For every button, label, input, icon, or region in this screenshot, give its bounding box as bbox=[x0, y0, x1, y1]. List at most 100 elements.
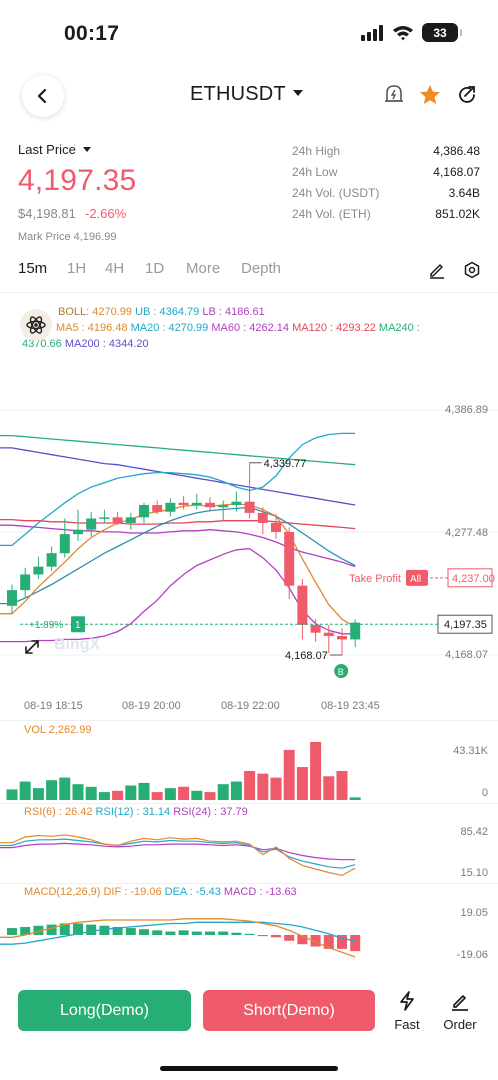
volume-bar bbox=[72, 784, 84, 800]
symbol-dropdown-caret-icon[interactable] bbox=[293, 90, 303, 96]
candle bbox=[99, 517, 110, 519]
macd-hist-bar bbox=[139, 929, 149, 935]
volume-bar bbox=[191, 790, 203, 800]
tab-4h[interactable]: 4H bbox=[105, 260, 125, 277]
candle bbox=[73, 529, 83, 535]
price-chart[interactable]: Take Profit All 4,237.00 +1.89% 1 4,197.35 4,3… bbox=[0, 370, 498, 720]
order-button[interactable]: Order bbox=[440, 991, 480, 1035]
tab-1d[interactable]: 1D bbox=[145, 260, 165, 277]
rsi12-line bbox=[0, 838, 356, 869]
expand-icon[interactable] bbox=[25, 640, 39, 654]
price-type-caret-icon[interactable] bbox=[83, 147, 91, 152]
high-marker: 4,339.77 bbox=[264, 458, 307, 470]
volume-bar bbox=[6, 789, 18, 800]
ma120-line bbox=[0, 518, 356, 530]
volume-label: VOL 2,262.99 bbox=[24, 724, 92, 736]
take-profit-all-badge bbox=[406, 569, 428, 586]
symbol-title[interactable]: ETHUSDT bbox=[190, 83, 286, 105]
buy-marker: B bbox=[338, 667, 344, 677]
draw-tool-icon[interactable] bbox=[428, 261, 446, 279]
divider bbox=[0, 883, 498, 884]
macd-chart bbox=[0, 918, 361, 958]
ticker-section: Last Price 4,197.35 $4,198.81 -2.66% Mar… bbox=[0, 140, 498, 250]
macd-hist-bar bbox=[178, 930, 189, 935]
volume-bar bbox=[230, 781, 242, 800]
candle bbox=[165, 502, 176, 512]
ticker-stats: 24h High 4,386.48 24h Low 4,168.07 24h Vol… bbox=[292, 144, 480, 228]
candle bbox=[33, 566, 44, 575]
last-price-label[interactable]: Last Price bbox=[18, 142, 76, 157]
rsi-label: RSI(6) : 26.42 RSI(12) : 31.14 RSI(24) :… bbox=[24, 806, 248, 818]
macd-hist-bar bbox=[257, 935, 268, 937]
candle bbox=[205, 502, 215, 508]
candle bbox=[7, 590, 17, 606]
candle bbox=[244, 501, 255, 513]
ma-legend-continued: 4370.66 MA200 : 4344.20 bbox=[22, 337, 149, 351]
macd-hist-bar bbox=[337, 935, 347, 949]
current-price-tag-box bbox=[437, 614, 493, 634]
share-button[interactable] bbox=[454, 82, 480, 108]
legend-item: RSI(6) : 26.42 bbox=[24, 806, 93, 818]
volume-bar bbox=[125, 785, 137, 800]
chart-settings-icon[interactable] bbox=[463, 261, 481, 279]
position-qty: 1 bbox=[75, 620, 81, 631]
position-pnl: +1.89% bbox=[29, 620, 63, 631]
macd-hist-bar bbox=[112, 926, 123, 935]
last-price: 4,197.35 bbox=[18, 164, 137, 197]
candle bbox=[139, 505, 149, 518]
tab-15m[interactable]: 15m bbox=[18, 260, 48, 277]
take-profit-price: 4,237.00 bbox=[452, 573, 495, 585]
volume-bar bbox=[98, 792, 110, 800]
macd-hist-bar bbox=[310, 935, 321, 947]
macd-hist-bar bbox=[244, 933, 255, 935]
short-button[interactable]: Short(Demo) bbox=[203, 990, 375, 1031]
volume-bar bbox=[112, 790, 124, 800]
status-time: 00:17 bbox=[64, 22, 120, 45]
candle bbox=[191, 502, 202, 506]
back-button[interactable] bbox=[22, 75, 64, 117]
candle bbox=[231, 501, 242, 506]
legend-item: UB : bbox=[132, 306, 160, 318]
candle bbox=[20, 574, 31, 591]
macd-hist-bar bbox=[271, 935, 281, 938]
take-profit-price-tag bbox=[447, 568, 493, 588]
volume-bar bbox=[296, 767, 308, 800]
rsi6-line bbox=[0, 834, 356, 877]
price-alert-button[interactable] bbox=[381, 82, 407, 108]
volume-bar bbox=[178, 786, 190, 800]
macd-hist-bar bbox=[297, 935, 308, 945]
legend-item: DIF : -19.06 bbox=[100, 886, 162, 898]
macd-dea-line bbox=[0, 921, 356, 945]
price-change-pct: -2.66% bbox=[85, 206, 127, 221]
candle bbox=[257, 512, 268, 523]
vol-y-tick: 0 bbox=[481, 787, 488, 799]
fast-button[interactable]: Fast bbox=[387, 991, 427, 1035]
candle bbox=[310, 624, 321, 633]
volume-bar bbox=[336, 771, 348, 800]
tab-more[interactable]: More bbox=[186, 260, 221, 277]
take-profit-label: Take Profit bbox=[349, 573, 401, 585]
legend-item: MACD(12,26,9) bbox=[24, 886, 101, 898]
tab-1h[interactable]: 1H bbox=[67, 260, 87, 277]
favorite-button[interactable] bbox=[417, 82, 443, 108]
macd-hist-bar bbox=[152, 930, 163, 935]
ma200-line bbox=[0, 447, 356, 506]
candle bbox=[59, 534, 70, 554]
tab-depth[interactable]: Depth bbox=[241, 260, 282, 277]
expand-icon-path bbox=[25, 640, 39, 654]
legend-item: MA120 : 4293.22 bbox=[289, 322, 376, 334]
stat-24h-high: 24h High 4,386.48 bbox=[292, 144, 480, 158]
macd-hist-bar bbox=[284, 935, 295, 941]
long-button[interactable]: Long(Demo) bbox=[18, 990, 191, 1031]
x-tick: 08-19 18:15 bbox=[24, 700, 83, 712]
lightning-icon bbox=[400, 991, 414, 1011]
boll-legend: BOLL: 4270.99 UB : 4364.79 LB : 4186.61 bbox=[58, 305, 265, 319]
legend-item: 4370.66 bbox=[22, 338, 62, 350]
rsi-chart bbox=[0, 834, 356, 877]
macd-y-tick: 19.05 bbox=[460, 907, 488, 919]
legend-item: LB : bbox=[199, 306, 225, 318]
candle bbox=[46, 553, 57, 567]
y-tick: 4,277.48 bbox=[445, 527, 488, 539]
app-logo-badge[interactable] bbox=[20, 309, 52, 341]
ma-legend: MA5 : 4196.48 MA20 : 4270.99 MA60 : 4262… bbox=[56, 321, 420, 335]
